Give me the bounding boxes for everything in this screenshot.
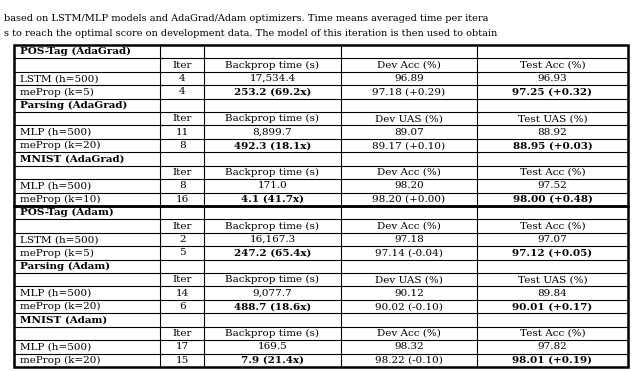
Text: meProp (k=5): meProp (k=5) xyxy=(20,249,94,257)
Text: 97.14 (-0.04): 97.14 (-0.04) xyxy=(375,249,443,257)
Text: LSTM (h=500): LSTM (h=500) xyxy=(20,74,99,83)
Text: Backprop time (s): Backprop time (s) xyxy=(225,221,319,231)
Text: 88.95 (+0.03): 88.95 (+0.03) xyxy=(513,141,593,150)
Text: Iter: Iter xyxy=(173,60,192,70)
Text: MLP (h=500): MLP (h=500) xyxy=(20,181,92,190)
Text: meProp (k=20): meProp (k=20) xyxy=(20,141,100,150)
Text: LSTM (h=500): LSTM (h=500) xyxy=(20,235,99,244)
Text: 97.25 (+0.32): 97.25 (+0.32) xyxy=(513,88,593,96)
Text: 90.02 (-0.10): 90.02 (-0.10) xyxy=(375,302,443,311)
Text: 488.7 (18.6x): 488.7 (18.6x) xyxy=(234,302,311,311)
Text: 98.22 (-0.10): 98.22 (-0.10) xyxy=(375,356,443,365)
Text: 492.3 (18.1x): 492.3 (18.1x) xyxy=(234,141,311,150)
Text: 4: 4 xyxy=(179,88,186,96)
Text: Iter: Iter xyxy=(173,168,192,177)
Text: meProp (k=10): meProp (k=10) xyxy=(20,195,100,204)
Text: Backprop time (s): Backprop time (s) xyxy=(225,168,319,177)
Text: MNIST (AdaGrad): MNIST (AdaGrad) xyxy=(20,155,125,164)
Text: Backprop time (s): Backprop time (s) xyxy=(225,60,319,70)
Text: 11: 11 xyxy=(175,128,189,137)
Text: 169.5: 169.5 xyxy=(258,342,287,351)
Text: Backprop time (s): Backprop time (s) xyxy=(225,329,319,338)
Text: 9,077.7: 9,077.7 xyxy=(253,289,292,298)
Text: MLP (h=500): MLP (h=500) xyxy=(20,342,92,351)
Text: POS-Tag (Adam): POS-Tag (Adam) xyxy=(20,208,114,217)
Text: s to reach the optimal score on development data. The model of this iteration is: s to reach the optimal score on developm… xyxy=(4,29,497,38)
Text: 16,167.3: 16,167.3 xyxy=(250,235,296,244)
Text: 97.52: 97.52 xyxy=(538,181,567,190)
Text: 90.12: 90.12 xyxy=(394,289,424,298)
Text: MLP (h=500): MLP (h=500) xyxy=(20,289,92,298)
Text: 247.2 (65.4x): 247.2 (65.4x) xyxy=(234,249,311,257)
Text: Parsing (AdaGrad): Parsing (AdaGrad) xyxy=(20,101,127,110)
Text: 97.12 (+0.05): 97.12 (+0.05) xyxy=(513,249,593,257)
Text: 89.84: 89.84 xyxy=(538,289,567,298)
Text: 16: 16 xyxy=(175,195,189,204)
Text: Backprop time (s): Backprop time (s) xyxy=(225,114,319,123)
Text: 98.00 (+0.48): 98.00 (+0.48) xyxy=(513,195,593,204)
Text: MLP (h=500): MLP (h=500) xyxy=(20,128,92,137)
Text: 97.18 (+0.29): 97.18 (+0.29) xyxy=(372,88,445,96)
Text: Dev Acc (%): Dev Acc (%) xyxy=(377,168,441,177)
Text: meProp (k=5): meProp (k=5) xyxy=(20,88,94,96)
Text: Iter: Iter xyxy=(173,221,192,231)
Text: 89.17 (+0.10): 89.17 (+0.10) xyxy=(372,141,445,150)
Text: Iter: Iter xyxy=(173,329,192,338)
Text: 253.2 (69.2x): 253.2 (69.2x) xyxy=(234,88,311,96)
Text: Dev UAS (%): Dev UAS (%) xyxy=(375,275,443,284)
Text: Test Acc (%): Test Acc (%) xyxy=(520,329,586,338)
Text: Iter: Iter xyxy=(173,114,192,123)
Text: 98.32: 98.32 xyxy=(394,342,424,351)
Text: 17,534.4: 17,534.4 xyxy=(250,74,296,83)
Text: 4: 4 xyxy=(179,74,186,83)
Text: Backprop time (s): Backprop time (s) xyxy=(225,275,319,284)
Text: 98.20 (+0.00): 98.20 (+0.00) xyxy=(372,195,445,204)
Text: Test UAS (%): Test UAS (%) xyxy=(518,275,588,284)
Text: MNIST (Adam): MNIST (Adam) xyxy=(20,316,108,325)
Text: 2: 2 xyxy=(179,235,186,244)
Text: based on LSTM/MLP models and AdaGrad/Adam optimizers. Time means averaged time p: based on LSTM/MLP models and AdaGrad/Ada… xyxy=(4,14,488,23)
Text: 88.92: 88.92 xyxy=(538,128,567,137)
Text: POS-Tag (AdaGrad): POS-Tag (AdaGrad) xyxy=(20,47,131,56)
Text: meProp (k=20): meProp (k=20) xyxy=(20,302,100,311)
Text: 15: 15 xyxy=(175,356,189,365)
Text: 8: 8 xyxy=(179,141,186,150)
Text: 97.07: 97.07 xyxy=(538,235,567,244)
Text: 8,899.7: 8,899.7 xyxy=(253,128,292,137)
Text: Test UAS (%): Test UAS (%) xyxy=(518,114,588,123)
Text: Test Acc (%): Test Acc (%) xyxy=(520,168,586,177)
Text: 98.20: 98.20 xyxy=(394,181,424,190)
Bar xyxy=(14,206,628,367)
Text: 8: 8 xyxy=(179,181,186,190)
Text: Test Acc (%): Test Acc (%) xyxy=(520,60,586,70)
Text: 4.1 (41.7x): 4.1 (41.7x) xyxy=(241,195,304,204)
Bar xyxy=(14,45,628,206)
Text: Dev Acc (%): Dev Acc (%) xyxy=(377,329,441,338)
Text: 171.0: 171.0 xyxy=(258,181,287,190)
Text: 14: 14 xyxy=(175,289,189,298)
Text: Parsing (Adam): Parsing (Adam) xyxy=(20,262,110,271)
Text: Dev Acc (%): Dev Acc (%) xyxy=(377,60,441,70)
Text: 97.82: 97.82 xyxy=(538,342,567,351)
Text: 6: 6 xyxy=(179,302,186,311)
Text: meProp (k=20): meProp (k=20) xyxy=(20,356,100,365)
Text: 96.93: 96.93 xyxy=(538,74,567,83)
Text: 89.07: 89.07 xyxy=(394,128,424,137)
Text: Dev UAS (%): Dev UAS (%) xyxy=(375,114,443,123)
Text: 17: 17 xyxy=(175,342,189,351)
Text: 7.9 (21.4x): 7.9 (21.4x) xyxy=(241,356,304,365)
Text: 5: 5 xyxy=(179,249,186,257)
Text: 96.89: 96.89 xyxy=(394,74,424,83)
Text: Dev Acc (%): Dev Acc (%) xyxy=(377,221,441,231)
Text: 98.01 (+0.19): 98.01 (+0.19) xyxy=(513,356,593,365)
Text: Iter: Iter xyxy=(173,275,192,284)
Text: 90.01 (+0.17): 90.01 (+0.17) xyxy=(513,302,593,311)
Text: Test Acc (%): Test Acc (%) xyxy=(520,221,586,231)
Text: 97.18: 97.18 xyxy=(394,235,424,244)
